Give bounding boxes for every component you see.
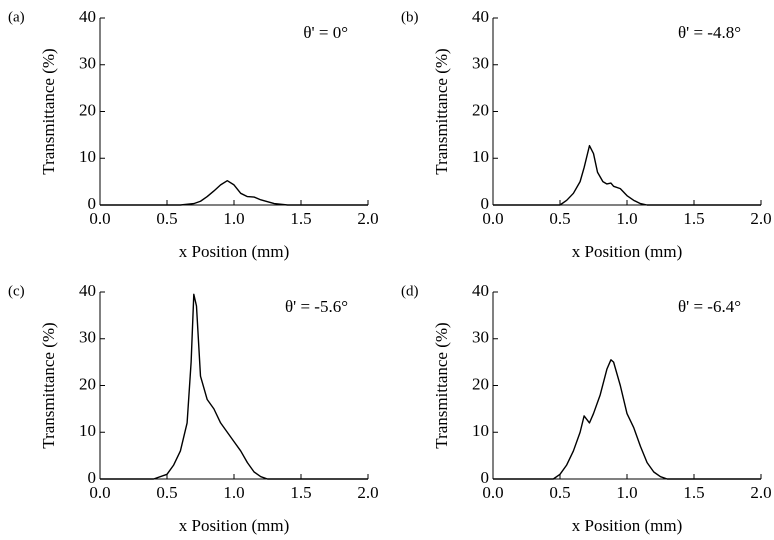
x-tick-label: 2.0 — [750, 483, 771, 502]
y-tick-label: 20 — [79, 374, 96, 393]
annotation: θ' = -5.6° — [285, 297, 348, 316]
x-tick-label: 2.0 — [750, 209, 771, 228]
y-axis-label: Transmittance (%) — [39, 48, 58, 174]
y-tick-label: 30 — [472, 328, 489, 347]
y-tick-label: 10 — [79, 421, 96, 440]
x-tick-label: 0.0 — [89, 483, 110, 502]
y-tick-label: 30 — [79, 328, 96, 347]
y-tick-label: 10 — [472, 147, 489, 166]
x-tick-label: 1.5 — [683, 483, 704, 502]
annotation: θ' = -4.8° — [678, 23, 741, 42]
x-tick-label: 0.5 — [549, 209, 570, 228]
x-tick-label: 1.5 — [290, 483, 311, 502]
x-axis-label: x Position (mm) — [572, 242, 683, 261]
y-axis-label: Transmittance (%) — [39, 322, 58, 448]
panel-label: (c) — [8, 283, 25, 299]
y-tick-label: 20 — [79, 100, 96, 119]
annotation: θ' = -6.4° — [678, 297, 741, 316]
annotation: θ' = 0° — [303, 23, 348, 42]
data-line — [493, 144, 761, 206]
y-tick-label: 0 — [481, 194, 490, 213]
x-axis-label: x Position (mm) — [179, 516, 290, 535]
y-tick-label: 40 — [472, 7, 489, 26]
panel-label: (a) — [8, 9, 25, 25]
x-tick-label: 2.0 — [357, 209, 378, 228]
x-tick-label: 0.0 — [89, 209, 110, 228]
y-tick-label: 0 — [481, 468, 490, 487]
y-tick-label: 20 — [472, 374, 489, 393]
y-tick-label: 40 — [79, 281, 96, 300]
x-tick-label: 1.5 — [683, 209, 704, 228]
x-tick-label: 1.5 — [290, 209, 311, 228]
y-tick-label: 30 — [472, 54, 489, 73]
y-tick-label: 0 — [88, 194, 97, 213]
y-tick-label: 40 — [472, 281, 489, 300]
x-tick-label: 1.0 — [616, 483, 637, 502]
y-tick-label: 20 — [472, 100, 489, 119]
y-tick-label: 10 — [472, 421, 489, 440]
data-line — [100, 293, 368, 480]
x-tick-label: 1.0 — [616, 209, 637, 228]
panel-label: (d) — [401, 283, 419, 299]
y-axis-label: Transmittance (%) — [432, 322, 451, 448]
data-line — [100, 179, 368, 206]
x-tick-label: 1.0 — [223, 209, 244, 228]
y-tick-label: 10 — [79, 147, 96, 166]
y-tick-label: 40 — [79, 7, 96, 26]
x-tick-label: 1.0 — [223, 483, 244, 502]
x-axis-label: x Position (mm) — [179, 242, 290, 261]
x-tick-label: 0.5 — [156, 209, 177, 228]
y-axis-label: Transmittance (%) — [432, 48, 451, 174]
x-tick-label: 2.0 — [357, 483, 378, 502]
data-line — [493, 359, 761, 480]
y-tick-label: 30 — [79, 54, 96, 73]
panel-label: (b) — [401, 9, 419, 25]
y-tick-label: 0 — [88, 468, 97, 487]
x-tick-label: 0.0 — [482, 209, 503, 228]
x-tick-label: 0.5 — [549, 483, 570, 502]
x-tick-label: 0.0 — [482, 483, 503, 502]
x-axis-label: x Position (mm) — [572, 516, 683, 535]
x-tick-label: 0.5 — [156, 483, 177, 502]
